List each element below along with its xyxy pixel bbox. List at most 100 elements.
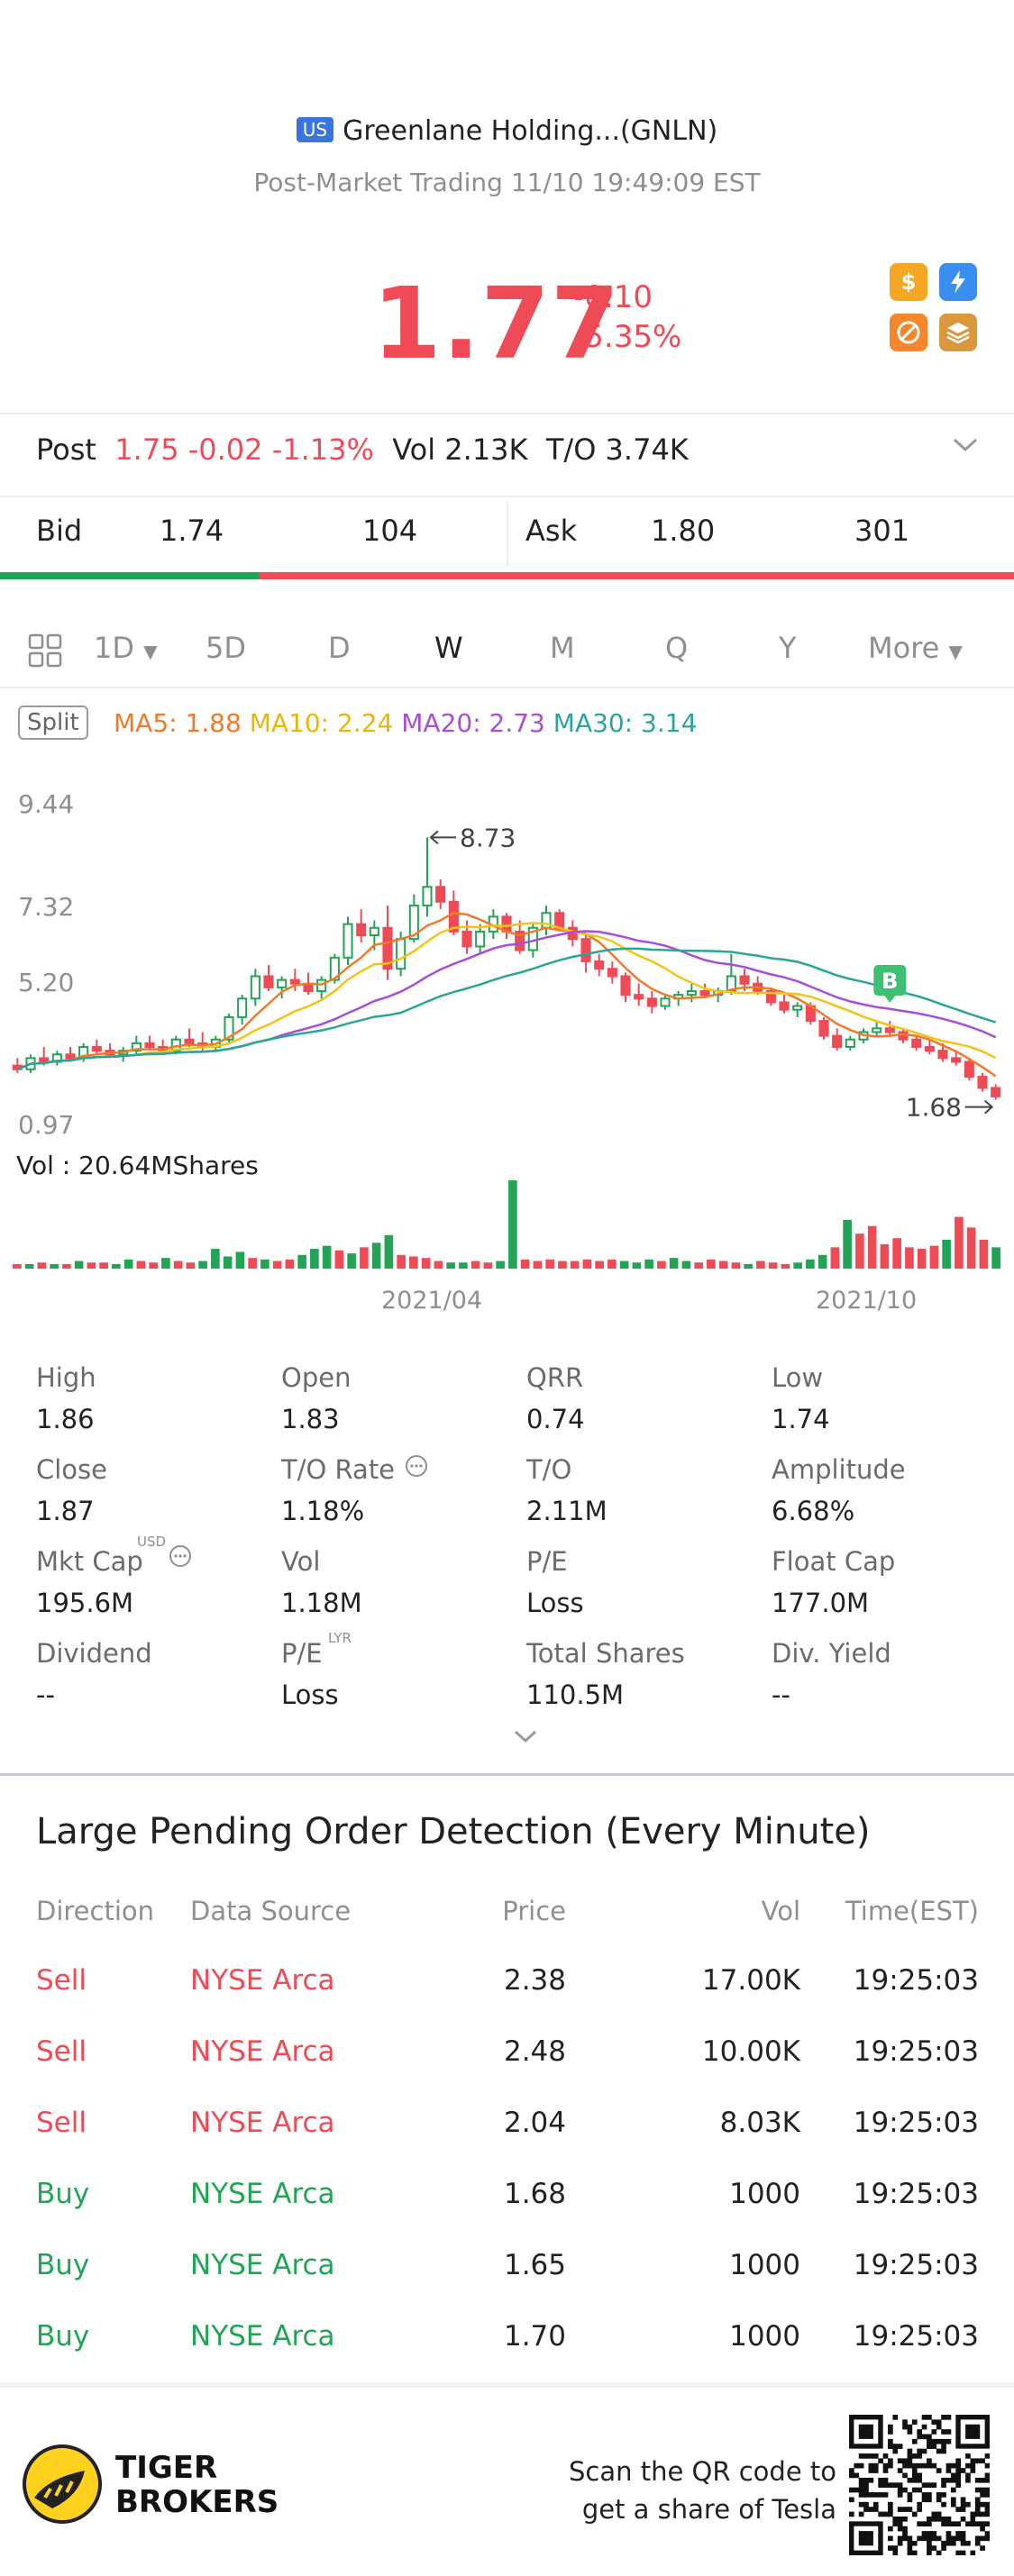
qr-module [917,2429,922,2435]
qr-module [921,2424,927,2430]
qr-module [945,2429,952,2435]
ask-volume-bar [259,572,1014,579]
tab-m[interactable]: M [550,631,575,665]
volume-bar [781,1263,790,1269]
qr-module [888,2458,893,2464]
qr-module [936,2468,942,2473]
volume-bar [371,1242,381,1269]
qr-module [917,2472,922,2479]
order-vol: 10.00K [701,2035,800,2068]
tab-w[interactable]: W [434,631,463,665]
stat-label: Low [772,1362,824,1393]
stat-label: Float Cap [772,1546,896,1577]
tab-5d[interactable]: 5D [206,631,246,665]
qr-module [931,2419,937,2426]
tab-1d[interactable]: 1D ▼ [94,631,158,665]
qr-module [945,2415,952,2420]
volume-bar [793,1262,802,1269]
candle-body [422,886,433,906]
candle-body [607,968,617,978]
qr-module [955,2468,962,2473]
stat-label: Total Shares [526,1638,685,1669]
stat-value: 2.11M [526,1496,607,1526]
qr-module [970,2511,976,2517]
qr-module [907,2540,913,2546]
qr-module [936,2448,942,2454]
layers-icon[interactable] [939,314,977,351]
buy-marker-label: B [882,969,898,994]
volume-bar [843,1219,852,1269]
tab-y[interactable]: Y [779,631,797,665]
order-time: 19:25:03 [853,2320,979,2353]
volume-bar [892,1238,901,1269]
volume-bar [211,1249,220,1269]
candlestick-chart[interactable]: 8.73 1.68 B [0,784,1014,1324]
volume-bar [582,1259,592,1269]
price-change: -0.10 -5.35% [573,278,681,357]
order-price: 1.68 [503,2178,566,2210]
order-time: 19:25:03 [853,1964,979,1997]
stat-value: Loss [526,1588,584,1618]
qr-module [892,2516,899,2522]
stock-title[interactable]: US Greenlane Holding...(GNLN) [0,115,1014,147]
candle-body [408,904,419,941]
volume-bar [37,1262,47,1269]
volume-bar [13,1263,22,1269]
qr-module [911,2438,918,2444]
promo-footer[interactable]: TIGER BROKERS Scan the QR code to get a … [0,2386,1014,2576]
volume-bar [421,1258,431,1269]
stat-value: 1.86 [36,1404,95,1434]
grid-icon[interactable] [27,633,63,672]
qr-module [960,2501,966,2508]
qr-module [960,2497,966,2503]
candle-body [65,1053,76,1060]
candle-body [39,1057,50,1063]
qr-module [980,2492,985,2498]
no-short-icon[interactable] [890,314,927,351]
tab-d[interactable]: D [328,631,351,665]
qr-module [858,2477,864,2483]
qr-module [917,2487,922,2493]
qr-module [878,2458,883,2464]
qr-module [936,2511,942,2517]
post-turnover: T/O 3.74K [545,432,689,467]
qr-module [941,2501,946,2508]
split-toggle[interactable]: Split [18,705,88,740]
qr-module [868,2492,874,2498]
expand-chevron-icon[interactable] [512,1728,539,1750]
volume-bar [718,1261,728,1269]
qr-module [858,2501,864,2508]
more-info-icon[interactable] [168,1543,193,1572]
ma-legend: MA5: 1.88 MA10: 2.24 MA20: 2.73 MA30: 3.… [114,708,697,738]
dollar-icon[interactable]: $ [890,263,927,301]
stock-name: Greenlane Holding...(GNLN) [343,115,718,147]
qr-module [917,2434,922,2440]
order-price: 2.38 [503,1964,566,1997]
flash-icon[interactable] [939,263,977,301]
qr-module [897,2540,903,2546]
ask-label: Ask [525,514,578,548]
chevron-down-icon[interactable] [952,436,979,458]
tab-q[interactable]: Q [665,631,689,665]
qr-module [960,2516,966,2522]
qr-module [950,2487,956,2493]
volume-bar [806,1259,815,1269]
qr-module [888,2462,893,2469]
stat-value: 1.87 [36,1496,95,1526]
candle-body [396,938,407,970]
candle-body [911,1038,922,1048]
qr-module [980,2511,985,2517]
candle-body [991,1087,1001,1097]
more-info-icon[interactable] [404,1453,429,1482]
volume-bar [483,1262,493,1269]
qr-module [892,2482,899,2488]
stat-value: 6.68% [772,1496,855,1526]
volume-bar [657,1261,666,1269]
qr-module [917,2501,922,2508]
candle-body [634,994,644,1000]
tab-more[interactable]: More ▼ [868,631,963,665]
qr-module [927,2497,932,2503]
qr-module [965,2462,971,2469]
qr-code[interactable] [849,2415,990,2555]
qr-module [945,2477,952,2483]
